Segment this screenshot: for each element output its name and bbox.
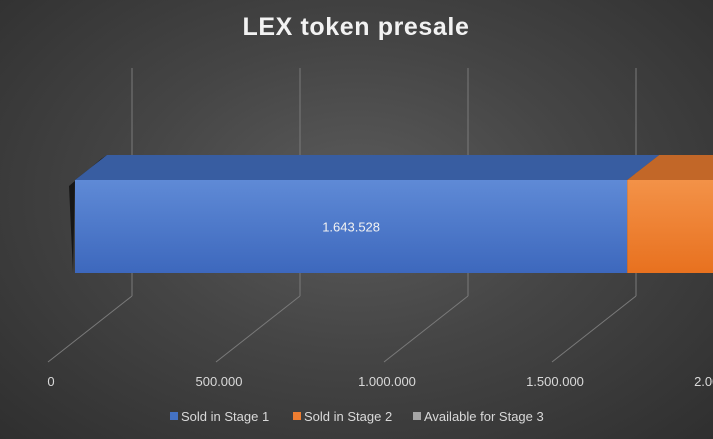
legend-label-3: Available for Stage 3: [424, 409, 544, 424]
gridline-floor-2: [383, 295, 469, 363]
data-label-1: 1.643.528: [322, 220, 380, 235]
tick-label-3: 1.500.000: [526, 374, 584, 389]
x-axis-ticks: 0500.0001.000.0001.500.0002.000.0002.500…: [47, 374, 713, 389]
tick-label-4: 2.000.000: [694, 374, 713, 389]
tick-label-0: 0: [47, 374, 54, 389]
bar-segment-1: [75, 180, 628, 273]
legend-swatch-3: [413, 412, 421, 420]
gridline-floor-3: [551, 295, 637, 363]
tick-label-1: 500.000: [196, 374, 243, 389]
chart-title: LEX token presale: [243, 13, 470, 41]
bar-shadow: [69, 155, 107, 273]
bar-top-1: [75, 155, 660, 180]
legend-label-2: Sold in Stage 2: [304, 409, 392, 424]
bar-segment-2: [627, 180, 713, 273]
gridline-floor-1: [215, 295, 301, 363]
tick-label-2: 1.000.000: [358, 374, 416, 389]
legend: Sold in Stage 1 Sold in Stage 2 Available …: [170, 409, 544, 424]
stacked-bar: 1.643.528658.319698.153: [69, 155, 713, 273]
bar-top-2: [627, 155, 713, 180]
legend-swatch-2: [293, 412, 301, 420]
legend-swatch-1: [170, 412, 178, 420]
legend-label-1: Sold in Stage 1: [181, 409, 269, 424]
gridline-floor-0: [47, 295, 133, 363]
